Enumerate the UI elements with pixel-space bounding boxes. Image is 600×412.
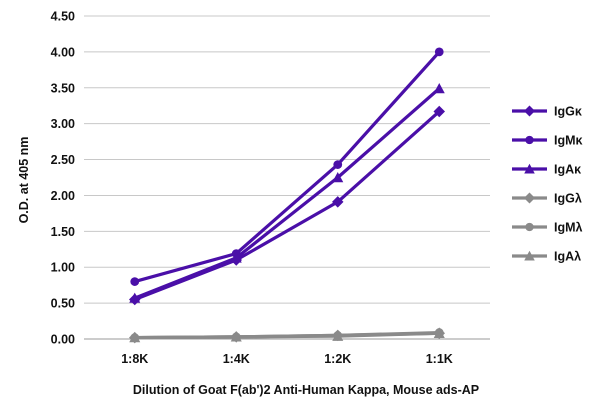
legend-marker — [524, 192, 535, 204]
data-point — [433, 327, 445, 338]
data-point — [332, 171, 344, 183]
series-line — [134, 110, 441, 302]
legend-label: IgAλ — [554, 250, 581, 264]
x-tick-label: 1:1K — [426, 352, 453, 366]
data-point — [230, 331, 242, 342]
legend-marker — [524, 163, 535, 174]
x-tick-label: 1:8K — [121, 352, 148, 366]
legend-label: IgMκ — [554, 134, 583, 148]
data-point — [434, 47, 444, 57]
series-5 — [129, 327, 445, 343]
series-lines — [129, 47, 445, 344]
legend-label: IgAκ — [554, 163, 581, 177]
legend-item: IgGκ — [512, 105, 582, 119]
data-point — [433, 105, 445, 118]
data-point — [433, 82, 445, 94]
x-axis-title: Dilution of Goat F(ab')2 Anti-Human Kapp… — [133, 383, 479, 397]
series-line — [134, 50, 441, 284]
y-tick-label: 3.00 — [51, 117, 75, 131]
data-point — [129, 292, 141, 303]
data-point — [129, 332, 141, 343]
series-line — [134, 87, 441, 300]
series-1 — [130, 47, 444, 286]
series-2 — [129, 82, 445, 303]
y-tick-label: 3.50 — [51, 81, 75, 95]
x-tick-label: 1:2K — [324, 352, 351, 366]
y-tick-labels: 0.00 0.50 1.00 1.50 2.00 2.50 3.00 3.50 4.00 4.50 — [51, 10, 75, 347]
y-tick-label: 1.50 — [51, 225, 75, 239]
x-tick-labels: 1:8K 1:4K 1:2K 1:1K — [121, 352, 453, 366]
data-point — [332, 196, 344, 208]
legend-marker — [524, 250, 535, 261]
x-tick-label: 1:4K — [223, 352, 250, 366]
series-0 — [129, 105, 445, 306]
y-tick-label: 2.00 — [51, 189, 75, 203]
legend-label: IgMλ — [554, 221, 583, 235]
legend-item: IgAλ — [512, 250, 581, 264]
data-point — [230, 252, 242, 263]
legend-item: IgAκ — [512, 163, 581, 177]
y-tick-label: 1.00 — [51, 261, 75, 275]
y-tick-label: 4.00 — [51, 45, 75, 59]
legend-item: IgMλ — [512, 221, 583, 235]
legend-marker — [525, 222, 534, 232]
legend-label: IgGλ — [554, 192, 582, 206]
y-axis-title: O.D. at 405 nm — [17, 137, 31, 224]
legend: IgGκ IgMκ IgAκ IgGλ IgMλ IgAλ — [512, 105, 583, 264]
y-tick-label: 2.50 — [51, 153, 75, 167]
legend-label: IgGκ — [554, 105, 582, 119]
legend-marker — [524, 105, 535, 117]
legend-item: IgMκ — [512, 134, 583, 148]
y-tick-label: 0.00 — [51, 333, 75, 347]
data-point — [333, 160, 343, 169]
legend-marker — [525, 135, 534, 145]
y-tick-label: 4.50 — [51, 10, 75, 24]
data-point — [332, 330, 344, 341]
legend-item: IgGλ — [512, 192, 582, 206]
series-line — [134, 331, 440, 340]
data-point — [130, 277, 140, 286]
y-tick-label: 0.50 — [51, 297, 75, 311]
